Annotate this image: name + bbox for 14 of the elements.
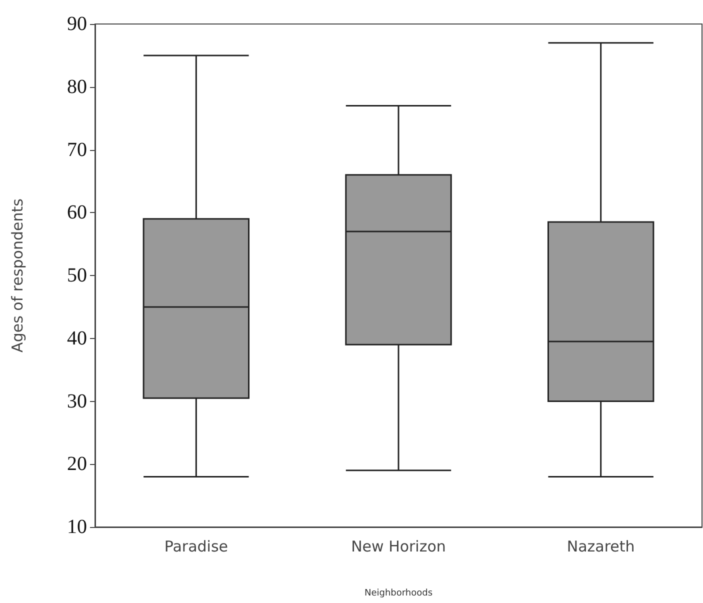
y-tick-label: 30 xyxy=(67,390,87,412)
y-tick-label: 20 xyxy=(67,453,87,476)
y-axis-title: Ages of respondents xyxy=(8,198,26,352)
y-tick-label: 70 xyxy=(67,138,87,161)
y-tick-label: 40 xyxy=(67,327,87,350)
x-axis-title: Neighborhoods xyxy=(364,588,433,598)
x-tick-label: New Horizon xyxy=(351,538,446,556)
y-tick-label: 90 xyxy=(67,13,87,35)
y-tick-label: 10 xyxy=(67,516,87,538)
x-tick-label: Paradise xyxy=(164,538,228,556)
x-tick-label: Nazareth xyxy=(566,538,635,556)
y-tick-label: 50 xyxy=(67,264,87,286)
y-tick-label: 80 xyxy=(67,76,87,98)
y-tick-label: 60 xyxy=(67,202,87,224)
